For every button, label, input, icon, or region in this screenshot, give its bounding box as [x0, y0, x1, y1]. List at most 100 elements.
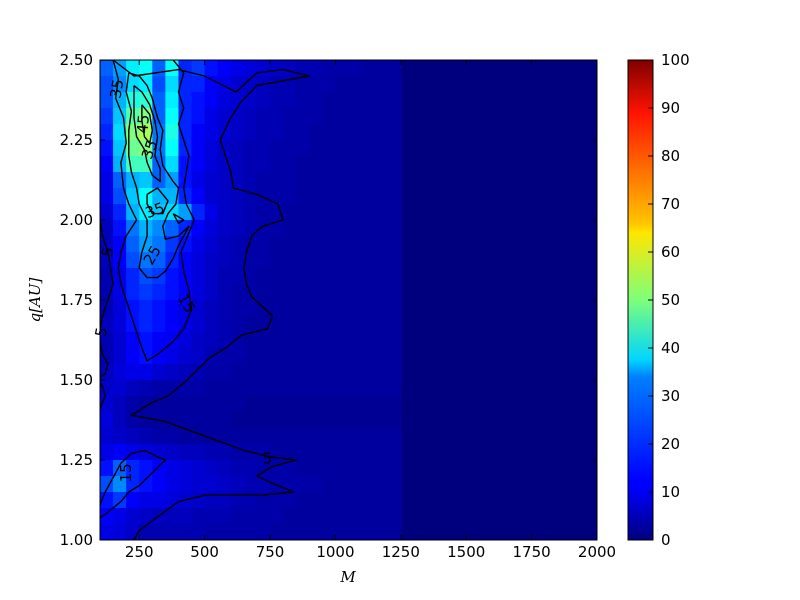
- heatmap-cell: [100, 364, 114, 381]
- heatmap-cell: [243, 172, 258, 189]
- heatmap-cell: [165, 300, 180, 317]
- heatmap-cell: [191, 92, 206, 109]
- heatmap-cell: [230, 396, 245, 413]
- heatmap-cell: [387, 316, 402, 333]
- heatmap-cell: [256, 348, 271, 365]
- heatmap-cell: [296, 140, 310, 157]
- heatmap-cell: [309, 508, 323, 525]
- heatmap-cell: [113, 204, 127, 221]
- heatmap-cell: [204, 444, 219, 461]
- heatmap-cell: [361, 300, 376, 317]
- heatmap-cell: [335, 188, 350, 205]
- heatmap-cell: [374, 508, 389, 525]
- heatmap-cell: [322, 396, 337, 413]
- heatmap-cell: [230, 268, 245, 285]
- heatmap-cell: [152, 396, 166, 413]
- colorbar-tick-label: 80: [661, 147, 680, 165]
- heatmap-cell: [113, 124, 127, 141]
- heatmap-cell: [178, 364, 193, 381]
- heatmap-cell: [165, 284, 180, 301]
- heatmap-cell: [283, 444, 297, 461]
- heatmap-cell: [335, 284, 350, 301]
- heatmap-cell: [191, 524, 206, 540]
- heatmap-cell: [139, 460, 153, 477]
- heatmap-cell: [152, 284, 166, 301]
- heatmap-cell: [126, 348, 140, 365]
- heatmap-cell: [296, 108, 310, 125]
- heatmap-cell: [230, 300, 245, 317]
- heatmap-cell: [139, 252, 153, 269]
- heatmap-cell: [100, 380, 114, 397]
- heatmap-cell: [126, 476, 140, 493]
- heatmap-cell: [178, 412, 193, 429]
- heatmap-cell: [113, 188, 127, 205]
- heatmap-cell: [100, 412, 114, 429]
- heatmap-cell: [100, 140, 114, 157]
- heatmap-cell: [217, 236, 232, 253]
- heatmap-cell: [165, 156, 180, 173]
- heatmap-cell: [191, 508, 206, 525]
- heatmap-cell: [387, 428, 402, 445]
- heatmap-cell: [335, 332, 350, 349]
- heatmap-cell: [374, 300, 389, 317]
- heatmap-cell: [322, 92, 337, 109]
- heatmap-cell: [296, 252, 310, 269]
- heatmap-cell: [387, 508, 402, 525]
- heatmap-cell: [126, 460, 140, 477]
- heatmap-cell: [374, 204, 389, 221]
- heatmap-cell: [270, 76, 284, 93]
- heatmap-cell: [361, 524, 376, 540]
- heatmap-cell: [335, 300, 350, 317]
- colorbar-tick-label: 60: [661, 243, 680, 261]
- heatmap-cell: [322, 140, 337, 157]
- heatmap-cell: [374, 444, 389, 461]
- heatmap-cell: [217, 444, 232, 461]
- heatmap-cell: [348, 140, 363, 157]
- contour-line-35: [133, 85, 161, 183]
- heatmap-cell: [126, 428, 140, 445]
- heatmap-cell: [217, 476, 232, 493]
- heatmap-cell: [387, 460, 402, 477]
- heatmap-cell: [361, 188, 376, 205]
- heatmap-cell: [387, 220, 402, 237]
- heatmap-cell: [348, 364, 363, 381]
- heatmap-cell: [113, 444, 127, 461]
- heatmap-cell: [348, 92, 363, 109]
- heatmap-cell: [165, 396, 180, 413]
- heatmap-cell: [230, 76, 245, 93]
- heatmap-cell: [217, 524, 232, 540]
- heatmap-cell: [100, 124, 114, 141]
- heatmap-cell: [217, 492, 232, 509]
- heatmap-cell: [387, 492, 402, 509]
- heatmap-cell: [126, 364, 140, 381]
- heatmap-cell: [387, 252, 402, 269]
- heatmap-cell: [270, 316, 284, 333]
- heatmap-cell: [296, 412, 310, 429]
- heatmap-cell: [296, 476, 310, 493]
- heatmap-cell: [113, 220, 127, 237]
- heatmap-cell: [230, 252, 245, 269]
- heatmap-cell: [165, 220, 180, 237]
- heatmap-cell: [348, 236, 363, 253]
- heatmap-cell: [348, 316, 363, 333]
- heatmap-cell: [348, 332, 363, 349]
- contour-line-5: [100, 382, 106, 410]
- heatmap-cell: [230, 124, 245, 141]
- heatmap-cell: [217, 188, 232, 205]
- heatmap-cell: [270, 396, 284, 413]
- contour-label: 5: [92, 326, 111, 339]
- heatmap-cell: [152, 428, 166, 445]
- heatmap-cell: [100, 92, 114, 109]
- heatmap-cell: [361, 172, 376, 189]
- heatmap-cell: [243, 204, 258, 221]
- heatmap-cell: [243, 92, 258, 109]
- heatmap-cell: [374, 316, 389, 333]
- heatmap-cell: [256, 60, 271, 77]
- heatmap-cell: [178, 444, 193, 461]
- heatmap-cell: [296, 380, 310, 397]
- heatmap-cell: [335, 252, 350, 269]
- heatmap-cell: [230, 348, 245, 365]
- heatmap-cell: [322, 428, 337, 445]
- heatmap-cell: [348, 396, 363, 413]
- heatmap-cell: [283, 60, 297, 77]
